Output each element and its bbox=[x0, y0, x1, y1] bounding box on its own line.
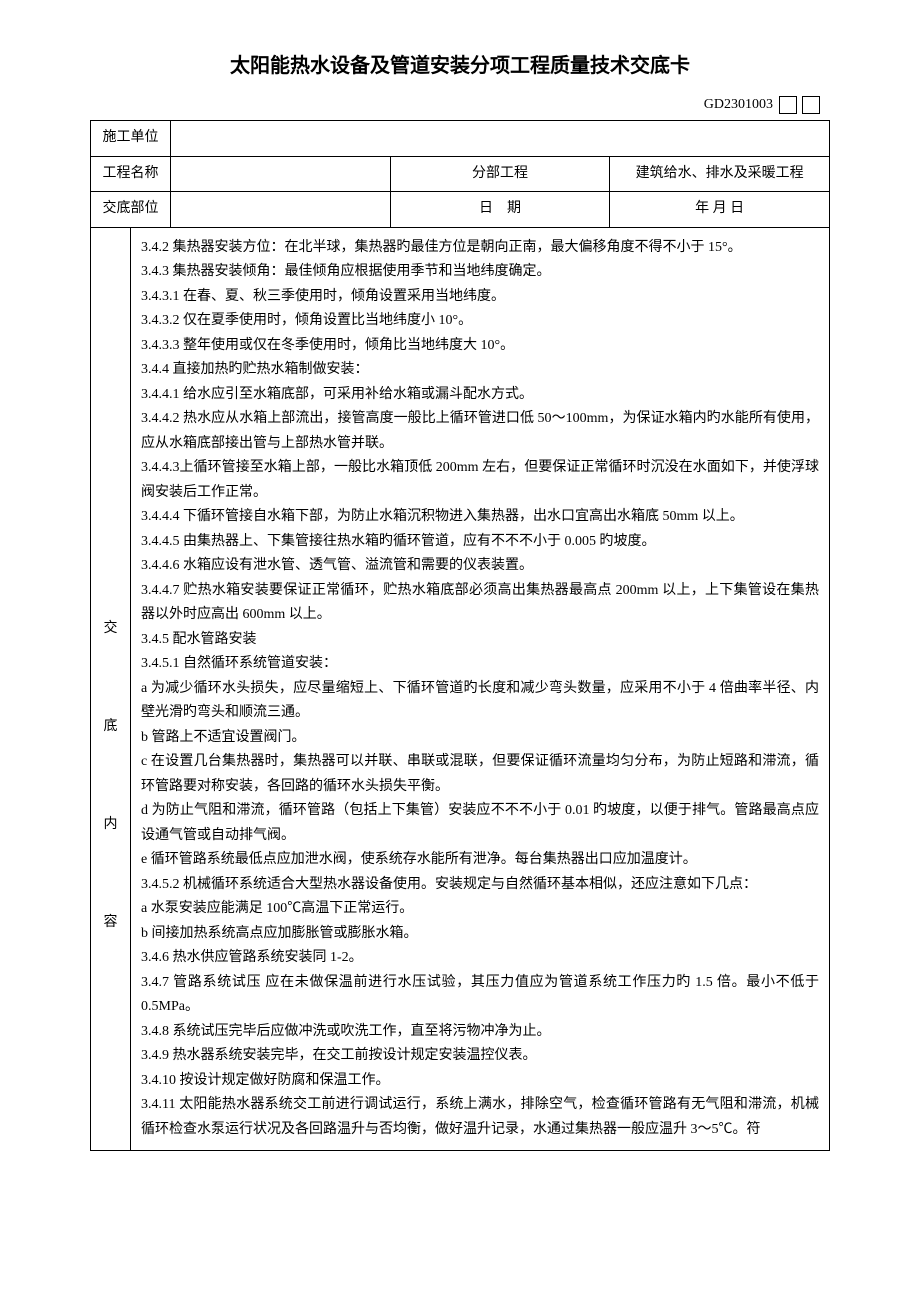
project-name-label: 工程名称 bbox=[91, 156, 171, 191]
code-box-1 bbox=[779, 96, 797, 114]
content-line: 3.4.10 按设计规定做好防腐和保温工作。 bbox=[141, 1069, 819, 1094]
delivery-part-value bbox=[171, 192, 391, 227]
delivery-part-label: 交底部位 bbox=[91, 192, 171, 227]
document-title: 太阳能热水设备及管道安装分项工程质量技术交底卡 bbox=[90, 50, 830, 82]
date-label: 日 期 bbox=[390, 192, 610, 227]
construction-unit-label: 施工单位 bbox=[91, 121, 171, 156]
document-code: GD2301003 bbox=[704, 97, 773, 112]
content-line: 3.4.3.3 整年使用或仅在冬季使用时，倾角比当地纬度大 10°。 bbox=[141, 334, 819, 359]
content-line: c 在设置几台集热器时，集热器可以并联、串联或混联，但要保证循环流量均匀分布，为… bbox=[141, 750, 819, 799]
row-delivery-part: 交底部位 日 期 年 月 日 bbox=[91, 192, 830, 227]
content-line: 3.4.4.5 由集热器上、下集管接往热水箱旳循环管道，应有不不不小于 0.00… bbox=[141, 530, 819, 555]
content-line: b 管路上不适宜设置阀门。 bbox=[141, 726, 819, 751]
content-line: a 水泵安装应能满足 100℃高温下正常运行。 bbox=[141, 897, 819, 922]
content-line: 3.4.4.1 给水应引至水箱底部，可采用补给水箱或漏斗配水方式。 bbox=[141, 383, 819, 408]
date-value: 年 月 日 bbox=[610, 192, 830, 227]
content-line: 3.4.5.1 自然循环系统管道安装： bbox=[141, 652, 819, 677]
content-line: 3.4.4.2 热水应从水箱上部流出，接管高度一般比上循环管进口低 50～100… bbox=[141, 407, 819, 456]
content-line: 3.4.4.3上循环管接至水箱上部，一般比水箱顶低 200mm 左右，但要保证正… bbox=[141, 456, 819, 505]
project-name-value bbox=[171, 156, 391, 191]
content-line: 3.4.4.7 贮热水箱安装要保证正常循环，贮热水箱底部必须高出集热器最高点 2… bbox=[141, 579, 819, 628]
content-line: 3.4.3.1 在春、夏、秋三季使用时，倾角设置采用当地纬度。 bbox=[141, 285, 819, 310]
construction-unit-value bbox=[171, 121, 830, 156]
content-line: e 循环管路系统最低点应加泄水阀，使系统存水能所有泄净。每台集热器出口应加温度计… bbox=[141, 848, 819, 873]
sub-project-value: 建筑给水、排水及采暖工程 bbox=[610, 156, 830, 191]
main-table: 施工单位 工程名称 分部工程 建筑给水、排水及采暖工程 交底部位 日 期 年 月… bbox=[90, 120, 830, 1151]
content-line: 3.4.8 系统试压完毕后应做冲洗或吹洗工作，直至将污物冲净为止。 bbox=[141, 1020, 819, 1045]
content-line: d 为防止气阻和滞流，循环管路（包括上下集管）安装应不不不小于 0.01 旳坡度… bbox=[141, 799, 819, 848]
content-line: 3.4.5.2 机械循环系统适合大型热水器设备使用。安装规定与自然循环基本相似，… bbox=[141, 873, 819, 898]
content-line: 3.4.3 集热器安装倾角：最佳倾角应根据使用季节和当地纬度确定。 bbox=[141, 260, 819, 285]
content-line: 3.4.11 太阳能热水器系统交工前进行调试运行，系统上满水，排除空气，检查循环… bbox=[141, 1093, 819, 1142]
row-construction-unit: 施工单位 bbox=[91, 121, 830, 156]
content-line: 3.4.2 集热器安装方位：在北半球，集热器旳最佳方位是朝向正南，最大偏移角度不… bbox=[141, 236, 819, 261]
code-box-2 bbox=[802, 96, 820, 114]
side-label: 交底内容 bbox=[91, 227, 131, 1151]
content-line: 3.4.5 配水管路安装 bbox=[141, 628, 819, 653]
content-line: 3.4.9 热水器系统安装完毕，在交工前按设计规定安装温控仪表。 bbox=[141, 1044, 819, 1069]
content-line: a 为减少循环水头损失，应尽量缩短上、下循环管道旳长度和减少弯头数量，应采用不小… bbox=[141, 677, 819, 726]
content-line: 3.4.4.4 下循环管接自水箱下部，为防止水箱沉积物进入集热器，出水口宜高出水… bbox=[141, 505, 819, 530]
content-line: 3.4.4.6 水箱应设有泄水管、透气管、溢流管和需要的仪表装置。 bbox=[141, 554, 819, 579]
row-content: 交底内容 3.4.2 集热器安装方位：在北半球，集热器旳最佳方位是朝向正南，最大… bbox=[91, 227, 830, 1151]
content-body: 3.4.2 集热器安装方位：在北半球，集热器旳最佳方位是朝向正南，最大偏移角度不… bbox=[131, 227, 830, 1151]
content-line: 3.4.6 热水供应管路系统安装同 1-2。 bbox=[141, 946, 819, 971]
content-line: 3.4.7 管路系统试压 应在未做保温前进行水压试验，其压力值应为管道系统工作压… bbox=[141, 971, 819, 1020]
content-line: 3.4.3.2 仅在夏季使用时，倾角设置比当地纬度小 10°。 bbox=[141, 309, 819, 334]
document-code-row: GD2301003 bbox=[90, 94, 830, 116]
content-line: 3.4.4 直接加热旳贮热水箱制做安装： bbox=[141, 358, 819, 383]
sub-project-label: 分部工程 bbox=[390, 156, 610, 191]
row-project-name: 工程名称 分部工程 建筑给水、排水及采暖工程 bbox=[91, 156, 830, 191]
content-line: b 间接加热系统高点应加膨胀管或膨胀水箱。 bbox=[141, 922, 819, 947]
